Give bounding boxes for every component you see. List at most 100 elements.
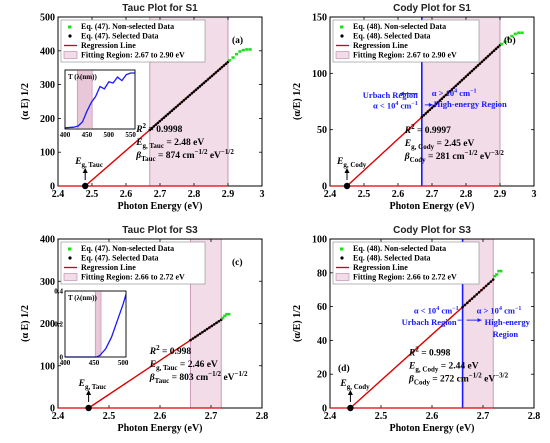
legend-swatch-selected [340,256,344,260]
y-tick-label: 0 [322,182,327,193]
selected-data-point [152,125,156,128]
text-span: = 0.998 [160,347,192,357]
text-span: E [404,139,411,149]
selected-data-point [198,85,202,88]
selected-data-point [212,323,216,326]
selected-data-point [494,47,498,51]
nonselected-data-point [221,316,225,320]
x-tick-label: 2.8 [528,411,541,422]
text-span: g, Tauc [156,364,177,372]
selected-data-point [216,69,220,72]
selected-data-point [206,78,210,81]
selected-data-point [473,295,476,298]
text-span: g, Cody [411,143,434,151]
inset-x-tick-label: 450 [82,131,93,139]
text-span: g, Cody [415,366,438,374]
y-tick-label: 40 [317,336,327,347]
selected-data-point [203,329,207,332]
text-span: β [408,375,414,385]
selected-data-point [422,114,426,117]
x-tick-label: 2.7 [154,189,167,200]
nonselected-data-point [238,50,242,53]
panel-label: (c) [232,257,243,268]
legend-entry: Eq. (48). Non-selected Data [353,22,446,31]
text-span: E [78,379,85,389]
selected-data-point [474,66,478,69]
text-span: eV [221,373,235,383]
x-tick-label: 2.6 [392,189,405,200]
selected-data-point [462,77,466,80]
selected-data-point [204,79,208,83]
selected-data-point [475,293,479,296]
x-tick-label: 3 [260,189,265,200]
text-span: cm [439,305,452,315]
nonselected-data-point [223,314,227,318]
selected-data-point [176,104,180,107]
selected-data-point [205,327,209,331]
region-label-high-energy-region: Region [493,329,519,339]
selected-data-point [492,49,496,53]
selected-data-point [218,67,222,71]
selected-data-point [480,288,483,292]
x-tick-label: 2.6 [154,411,167,422]
selected-data-point [217,319,221,323]
selected-data-point [466,301,469,305]
text-span: −1 [515,306,521,312]
nonselected-data-point [248,48,252,51]
y-tick-label: 150 [312,13,327,24]
text-span: = 0.998 [419,349,451,359]
selected-data-point [446,91,450,95]
legend-entry: Eq. (48). Non-selected Data [353,244,446,253]
selected-data-point [489,280,493,283]
legend-entry: Eq. (47). Selected Data [81,254,159,263]
text-span: Region [493,329,519,339]
eg-marker [85,404,92,412]
selected-data-point [448,90,452,93]
selected-data-point [438,99,442,102]
selected-data-point [180,100,184,104]
y-axis-label: (α E) 1/2 [20,83,31,120]
selected-data-point [168,111,172,114]
region-label-high-energy: High-energy [485,317,531,327]
legend-swatch-nonselected [340,25,344,29]
text-span: cm [502,305,515,315]
legend-entry: Eq. (47). Non-selected Data [81,22,174,31]
text-span: −3/2 [491,149,504,157]
selected-data-point [154,123,158,126]
selected-data-point [210,74,214,78]
y-tick-label: 200 [40,319,55,330]
text-span: g, Tauc [82,161,103,169]
y-tick-label: 100 [40,148,55,159]
inset-fit-band [77,70,93,129]
chart-title: Tauc Plot for S3 [122,225,198,236]
stat-line: βCody = 272 cm−1/2 eV−3/2 [408,372,509,387]
text-span: −1 [452,306,458,312]
selected-data-point [164,114,168,118]
inset-frame [64,69,136,130]
inset-y-tick-label: 0.4 [54,288,63,296]
eg-label: Eg, Cody [336,157,367,169]
nonselected-data-point [506,37,511,40]
selected-data-point [436,101,440,104]
selected-data-point [200,83,204,86]
selected-data-point [148,128,152,132]
legend-entry: Eq. (48). Selected Data [353,254,431,263]
y-tick-label: 0 [322,404,327,415]
text-span: 2 [415,346,419,354]
x-tick-label: 2.6 [120,189,133,200]
selected-data-point [150,126,154,130]
x-tick-label: 2.4 [324,411,337,422]
region-label-high-energy-condition: α > 104 cm−1 [477,305,522,315]
y-tick-label: 400 [40,46,55,57]
selected-data-point [212,72,216,76]
text-span: −1 [411,101,417,107]
text-span: Cody [414,379,430,387]
legend-swatch-fitting-region [63,51,78,59]
x-tick-label: 2.5 [358,189,371,200]
chart-panel: Cody Plot for S3 2.4 2.5 2.6 2.7 2.8 0 20 40 60 80… [292,225,540,434]
selected-data-point [482,286,486,290]
text-span: g, Tauc [143,142,164,150]
selected-data-point [174,105,178,109]
x-tick-label: 2.5 [375,411,388,422]
